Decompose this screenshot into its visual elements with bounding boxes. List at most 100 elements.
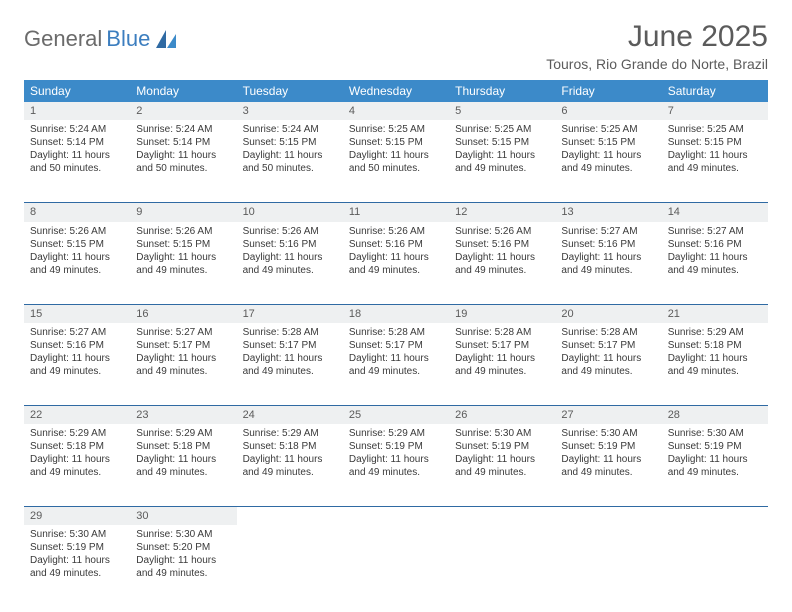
day-detail: Sunrise: 5:27 AMSunset: 5:16 PMDaylight:… — [24, 323, 130, 384]
daylight-line: and 49 minutes. — [668, 466, 762, 479]
sunset-line: Sunset: 5:17 PM — [455, 339, 549, 352]
day-detail-cell: Sunrise: 5:28 AMSunset: 5:17 PMDaylight:… — [237, 323, 343, 406]
daylight-line: and 50 minutes. — [30, 162, 124, 175]
sunrise-line: Sunrise: 5:30 AM — [455, 427, 549, 440]
day-detail-cell: Sunrise: 5:25 AMSunset: 5:15 PMDaylight:… — [662, 120, 768, 203]
day-number-cell: 18 — [343, 304, 449, 323]
sunset-line: Sunset: 5:20 PM — [136, 541, 230, 554]
day-detail-cell: Sunrise: 5:29 AMSunset: 5:18 PMDaylight:… — [662, 323, 768, 406]
daylight-line: Daylight: 11 hours — [136, 149, 230, 162]
day-detail: Sunrise: 5:30 AMSunset: 5:19 PMDaylight:… — [662, 424, 768, 485]
day-detail-cell — [662, 525, 768, 607]
day-number-cell: 26 — [449, 405, 555, 424]
day-detail-cell — [555, 525, 661, 607]
sunrise-line: Sunrise: 5:24 AM — [243, 123, 337, 136]
sunset-line: Sunset: 5:18 PM — [30, 440, 124, 453]
day-detail-cell: Sunrise: 5:30 AMSunset: 5:20 PMDaylight:… — [130, 525, 236, 607]
daylight-line: and 49 minutes. — [561, 162, 655, 175]
daylight-line: and 49 minutes. — [349, 466, 443, 479]
sunrise-line: Sunrise: 5:27 AM — [668, 225, 762, 238]
day-detail-row: Sunrise: 5:24 AM Sunset: 5:14 PM Daylight:… — [24, 120, 768, 203]
sunrise-line: Sunrise: 5:30 AM — [30, 528, 124, 541]
day-number-cell: 29 — [24, 507, 130, 526]
sunset-line: Sunset: 5:16 PM — [349, 238, 443, 251]
day-detail: Sunrise: 5:28 AMSunset: 5:17 PMDaylight:… — [555, 323, 661, 384]
daylight-line: Daylight: 11 hours — [243, 149, 337, 162]
day-detail: Sunrise: 5:29 AMSunset: 5:18 PMDaylight:… — [130, 424, 236, 485]
daylight-line: Daylight: 11 hours — [668, 352, 762, 365]
day-detail-row: Sunrise: 5:27 AMSunset: 5:16 PMDaylight:… — [24, 323, 768, 406]
day-detail: Sunrise: 5:28 AMSunset: 5:17 PMDaylight:… — [237, 323, 343, 384]
daylight-line: and 49 minutes. — [668, 162, 762, 175]
sunrise-line: Sunrise: 5:27 AM — [136, 326, 230, 339]
daylight-line: Daylight: 11 hours — [455, 352, 549, 365]
daylight-line: and 50 minutes. — [349, 162, 443, 175]
day-detail-cell: Sunrise: 5:29 AMSunset: 5:19 PMDaylight:… — [343, 424, 449, 507]
sunset-line: Sunset: 5:16 PM — [668, 238, 762, 251]
day-detail: Sunrise: 5:26 AMSunset: 5:15 PMDaylight:… — [130, 222, 236, 283]
sunrise-line: Sunrise: 5:27 AM — [30, 326, 124, 339]
day-detail-cell: Sunrise: 5:24 AMSunset: 5:14 PMDaylight:… — [130, 120, 236, 203]
daylight-line: and 49 minutes. — [455, 365, 549, 378]
daylight-line: and 49 minutes. — [561, 365, 655, 378]
day-detail-cell — [343, 525, 449, 607]
title-block: June 2025 Touros, Rio Grande do Norte, B… — [546, 20, 768, 72]
day-detail: Sunrise: 5:24 AMSunset: 5:14 PMDaylight:… — [24, 120, 130, 181]
sunrise-line: Sunrise: 5:26 AM — [136, 225, 230, 238]
daylight-line: Daylight: 11 hours — [349, 251, 443, 264]
day-detail-cell: Sunrise: 5:28 AMSunset: 5:17 PMDaylight:… — [555, 323, 661, 406]
day-detail: Sunrise: 5:27 AMSunset: 5:16 PMDaylight:… — [555, 222, 661, 283]
daylight-line: Daylight: 11 hours — [30, 352, 124, 365]
sunrise-line: Sunrise: 5:26 AM — [30, 225, 124, 238]
daylight-line: and 49 minutes. — [136, 567, 230, 580]
day-detail-row: Sunrise: 5:30 AMSunset: 5:19 PMDaylight:… — [24, 525, 768, 607]
daylight-line: and 49 minutes. — [136, 365, 230, 378]
day-detail-cell: Sunrise: 5:28 AMSunset: 5:17 PMDaylight:… — [449, 323, 555, 406]
daylight-line: Daylight: 11 hours — [136, 251, 230, 264]
day-detail: Sunrise: 5:25 AMSunset: 5:15 PMDaylight:… — [343, 120, 449, 181]
day-detail-cell: Sunrise: 5:29 AMSunset: 5:18 PMDaylight:… — [24, 424, 130, 507]
daylight-line: Daylight: 11 hours — [561, 149, 655, 162]
sunset-line: Sunset: 5:19 PM — [668, 440, 762, 453]
sunrise-line: Sunrise: 5:24 AM — [136, 123, 230, 136]
day-number-cell: 8 — [24, 203, 130, 222]
sunrise-line: Sunrise: 5:29 AM — [136, 427, 230, 440]
day-number-cell: 5 — [449, 102, 555, 120]
daylight-line: Daylight: 11 hours — [349, 149, 443, 162]
day-number-cell: 17 — [237, 304, 343, 323]
daylight-line: and 49 minutes. — [455, 264, 549, 277]
day-number-row: 2930 — [24, 507, 768, 526]
day-detail: Sunrise: 5:27 AMSunset: 5:17 PMDaylight:… — [130, 323, 236, 384]
day-detail: Sunrise: 5:29 AMSunset: 5:18 PMDaylight:… — [24, 424, 130, 485]
daylight-line: and 49 minutes. — [243, 264, 337, 277]
day-detail-cell: Sunrise: 5:26 AMSunset: 5:16 PMDaylight:… — [237, 222, 343, 305]
sunset-line: Sunset: 5:15 PM — [561, 136, 655, 149]
weekday-header: Wednesday — [343, 80, 449, 102]
day-number-cell — [555, 507, 661, 526]
weekday-header: Monday — [130, 80, 236, 102]
sunset-line: Sunset: 5:16 PM — [455, 238, 549, 251]
day-detail-cell: Sunrise: 5:27 AMSunset: 5:16 PMDaylight:… — [555, 222, 661, 305]
day-number-cell: 28 — [662, 405, 768, 424]
day-detail-cell: Sunrise: 5:26 AMSunset: 5:16 PMDaylight:… — [449, 222, 555, 305]
sunset-line: Sunset: 5:15 PM — [30, 238, 124, 251]
sunset-line: Sunset: 5:16 PM — [243, 238, 337, 251]
header-row: GeneralBlue June 2025 Touros, Rio Grande… — [24, 20, 768, 72]
day-number-cell — [343, 507, 449, 526]
day-detail-row: Sunrise: 5:29 AMSunset: 5:18 PMDaylight:… — [24, 424, 768, 507]
day-number-cell: 11 — [343, 203, 449, 222]
day-detail-cell: Sunrise: 5:24 AMSunset: 5:14 PMDaylight:… — [24, 120, 130, 203]
calendar-table: Sunday Monday Tuesday Wednesday Thursday… — [24, 80, 768, 607]
weekday-header-row: Sunday Monday Tuesday Wednesday Thursday… — [24, 80, 768, 102]
sunset-line: Sunset: 5:14 PM — [30, 136, 124, 149]
sunset-line: Sunset: 5:19 PM — [349, 440, 443, 453]
weekday-header: Friday — [555, 80, 661, 102]
day-number-cell: 14 — [662, 203, 768, 222]
daylight-line: and 49 minutes. — [243, 466, 337, 479]
day-detail: Sunrise: 5:26 AMSunset: 5:16 PMDaylight:… — [343, 222, 449, 283]
day-detail-cell: Sunrise: 5:25 AMSunset: 5:15 PMDaylight:… — [555, 120, 661, 203]
sunrise-line: Sunrise: 5:28 AM — [349, 326, 443, 339]
sunset-line: Sunset: 5:16 PM — [30, 339, 124, 352]
day-detail-row: Sunrise: 5:26 AMSunset: 5:15 PMDaylight:… — [24, 222, 768, 305]
weekday-header: Sunday — [24, 80, 130, 102]
